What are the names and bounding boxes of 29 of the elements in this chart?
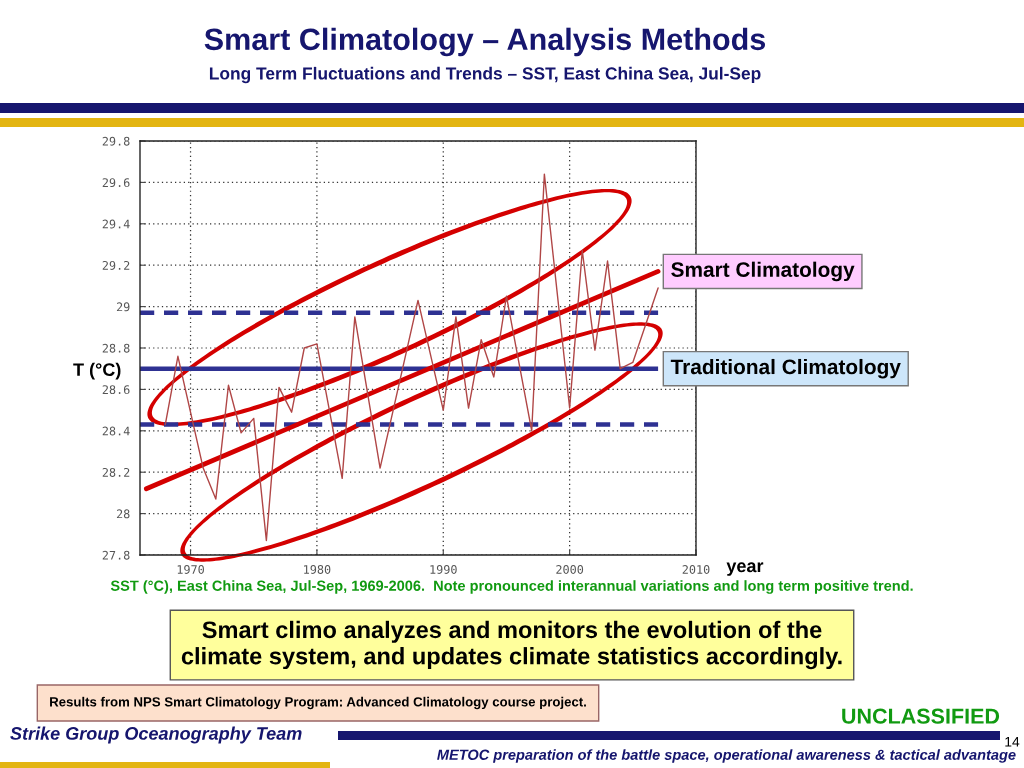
x-tick-label: 1990	[430, 564, 457, 574]
y-tick-label: 28	[116, 509, 130, 519]
x-tick-label: 2010	[682, 564, 710, 574]
y-tick-label: 29	[116, 302, 130, 312]
y-tick-label: 28.8	[102, 343, 130, 353]
y-tick-label: 28.2	[102, 467, 130, 477]
text: UNCLASSIFIED	[842, 708, 1000, 724]
chart-title: Smart Climatology – Analysis Methods	[204, 27, 766, 57]
y-tick-label: 29.6	[102, 178, 130, 188]
y-tick-label: 29.2	[102, 260, 130, 270]
x-tick-label: 2000	[556, 564, 584, 574]
text: Smart climo analyzes and monitors the evolution of the climate system, and updates climate statistics accordingly.	[181, 620, 842, 670]
y-tick-label: 28.4	[102, 426, 130, 436]
x-tick-label: 1970	[177, 564, 204, 574]
chart-subtitle: Long Term Fluctuations and Trends – SST, East China Sea, Jul-Sep	[209, 66, 761, 84]
text: 14	[1005, 737, 1020, 747]
y-tick-label: 27.8	[102, 550, 130, 560]
text: SST (°C), East China Sea, Jul-Sep, 1969-2006. Note pronounced interannual variations and long term positive trend.	[110, 580, 913, 594]
y-axis-title: T (°C)	[73, 362, 121, 380]
series-label: Smart Climatology	[671, 261, 855, 282]
x-axis-title: year	[726, 562, 764, 576]
y-tick-label: 29.8	[102, 136, 130, 146]
ref-line-label: Traditional Climatology	[670, 358, 901, 379]
text: METOC preparation of the battle space, operational awareness & tactical advantage	[437, 749, 1016, 763]
y-tick-label: 29.4	[102, 219, 130, 229]
x-tick-label: 1980	[304, 564, 331, 574]
text: Strike Group Oceanography Team	[10, 726, 302, 744]
text: Results from NPS Smart Climatology Program: Advanced Climatology course project.	[50, 696, 586, 710]
y-tick-label: 28.6	[102, 385, 130, 395]
